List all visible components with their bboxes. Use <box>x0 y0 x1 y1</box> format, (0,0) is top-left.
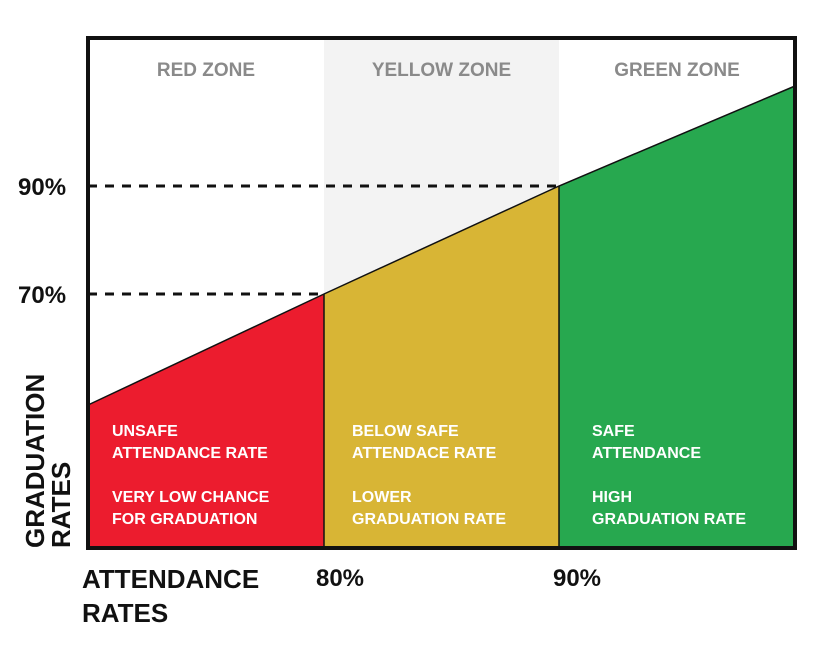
plot-frame <box>86 36 797 550</box>
yellow-zone-description: BELOW SAFE ATTENDACE RATE LOWER GRADUATI… <box>352 423 506 528</box>
red-zone-title: RED ZONE <box>157 60 255 81</box>
red-zone-description: UNSAFE ATTENDANCE RATE VERY LOW CHANCE F… <box>112 423 270 528</box>
zone-text-line: LOWER <box>352 489 412 506</box>
zone-text-line: SAFE <box>592 423 635 440</box>
green-zone-title: GREEN ZONE <box>614 60 740 81</box>
x-axis-label-line: ATTENDANCE <box>82 564 259 594</box>
zone-text-line: ATTENDANCE RATE <box>112 445 268 462</box>
x-tick-label-80: 80% <box>316 565 364 592</box>
zone-text-line: VERY LOW CHANCE <box>112 489 270 506</box>
yellow-zone-title: YELLOW ZONE <box>372 60 511 81</box>
zone-text-line: GRADUATION RATE <box>592 511 746 528</box>
zone-text-line: HIGH <box>592 489 632 506</box>
zone-text-line: GRADUATION RATE <box>352 511 506 528</box>
y-axis-label-line: GRADUATION <box>20 374 50 548</box>
x-tick-label-90: 90% <box>553 565 601 592</box>
zone-text-line: BELOW SAFE <box>352 423 459 440</box>
zone-text-line: FOR GRADUATION <box>112 511 257 528</box>
yellow-zone-area <box>324 186 559 548</box>
green-zone-area <box>559 86 795 548</box>
zone-text-line: ATTENDACE RATE <box>352 445 497 462</box>
x-axis-label-line: RATES <box>82 598 168 628</box>
trend-line <box>87 85 796 406</box>
red-zone-area <box>88 294 324 548</box>
y-tick-label-90: 90% <box>18 174 66 201</box>
y-axis-label-line: RATES <box>46 462 76 548</box>
zone-text-line: UNSAFE <box>112 423 178 440</box>
y-axis-label: GRADUATION RATES <box>20 374 76 548</box>
x-axis-label: ATTENDANCE RATES <box>82 564 259 628</box>
green-zone-description: SAFE ATTENDANCE HIGH GRADUATION RATE <box>592 423 746 528</box>
zone-text-line: ATTENDANCE <box>592 445 701 462</box>
y-tick-label-70: 70% <box>18 282 66 309</box>
